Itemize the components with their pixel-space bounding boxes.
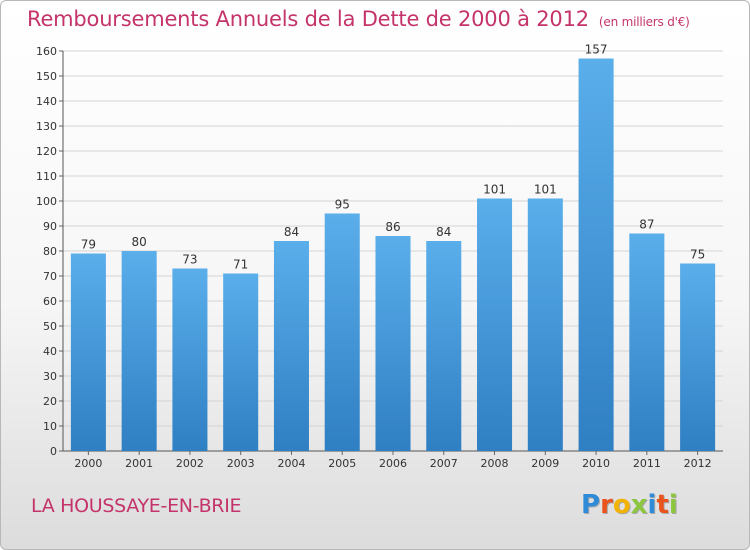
data-label: 101 [483,183,506,197]
y-tick-label: 100 [36,195,57,208]
logo-letter: o [612,490,631,520]
x-tick-label: 2009 [531,457,559,470]
data-label: 95 [335,198,350,212]
y-tick-label: 150 [36,70,57,83]
y-tick-label: 70 [43,270,57,283]
logo-letter: i [668,490,678,520]
bar[interactable] [426,241,462,451]
bar[interactable] [477,198,513,452]
bar[interactable] [527,198,563,452]
bar[interactable] [578,58,614,452]
y-tick-label: 0 [50,445,57,458]
bar[interactable] [324,213,360,452]
data-label: 75 [690,248,705,262]
x-tick-label: 2000 [74,457,102,470]
y-tick-label: 120 [36,145,57,158]
y-tick-label: 20 [43,395,57,408]
x-tick-label: 2012 [684,457,712,470]
town-name: LA HOUSSAYE-EN-BRIE [31,495,242,517]
bar[interactable] [70,253,106,452]
data-label: 84 [284,225,299,239]
bar[interactable] [223,273,259,452]
x-tick-label: 2007 [430,457,458,470]
y-tick-label: 40 [43,345,57,358]
y-tick-label: 160 [36,45,57,58]
y-tick-label: 80 [43,245,57,258]
x-tick-label: 2004 [277,457,305,470]
y-tick-label: 50 [43,320,57,333]
x-tick-label: 2001 [125,457,153,470]
logo-letter: i [647,490,657,520]
x-tick-label: 2003 [227,457,255,470]
bar[interactable] [273,241,309,451]
data-label: 84 [436,225,451,239]
axes: 0 10 20 30 40 50 60 70 80 90 100 110 120 130 140 150 160… [36,45,723,470]
x-tick-label: 2010 [582,457,610,470]
data-labels: 79 80 73 71 84 95 86 84 101 101 157 87 75 [81,43,706,272]
data-label: 87 [639,218,654,232]
bars [70,58,716,452]
y-tick-label: 130 [36,120,57,133]
data-label: 86 [385,220,400,234]
bar[interactable] [375,236,411,451]
data-label: 80 [132,235,147,249]
x-tick-label: 2002 [176,457,204,470]
logo-letter: P [581,490,601,520]
logo-letter: x [630,490,648,520]
x-tick-label: 2011 [633,457,661,470]
y-tick-label: 10 [43,420,57,433]
y-tick-label: 140 [36,95,57,108]
bar[interactable] [629,233,665,452]
y-tick-label: 90 [43,220,57,233]
proxiti-logo[interactable]: Proxiti [581,490,678,520]
x-tick-label: 2005 [328,457,356,470]
y-tick-label: 30 [43,370,57,383]
x-tick-label: 2006 [379,457,407,470]
data-label: 101 [534,183,557,197]
bar[interactable] [680,263,716,452]
data-label: 157 [585,43,608,57]
data-label: 79 [81,238,96,252]
bar[interactable] [172,268,208,452]
y-tick-label: 60 [43,295,57,308]
data-label: 73 [182,253,197,267]
bar[interactable] [121,251,157,451]
logo-letter: t [656,490,669,520]
data-label: 71 [233,258,248,272]
chart-title: Remboursements Annuels de la Dette de 20… [27,7,690,31]
y-tick-label: 110 [36,170,57,183]
chart-title-text: Remboursements Annuels de la Dette de 20… [27,7,589,31]
chart-subtitle: (en milliers d'€) [598,15,690,29]
x-tick-label: 2008 [481,457,509,470]
logo-letter: r [600,490,613,520]
